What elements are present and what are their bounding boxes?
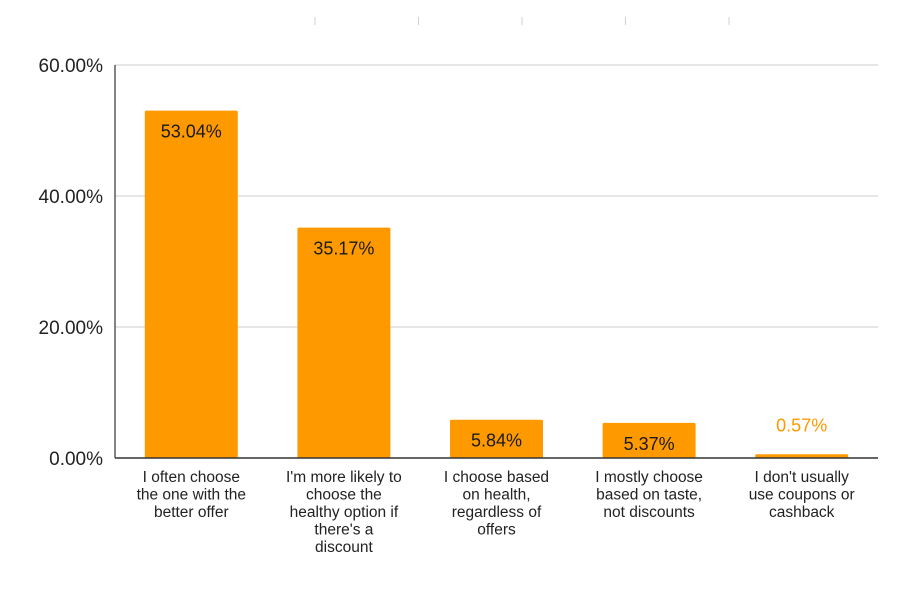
bar [144,110,238,458]
y-gridlines [115,64,878,328]
bar [450,419,543,458]
y-tick-label: 0.00% [49,449,103,470]
x-tick-label-line: discount [315,539,373,556]
x-tick-label-line: I don't usually [755,469,850,486]
x-tick-label: I often choose the one with the better off… [137,469,246,521]
x-tick-label-line: use coupons or [749,487,855,504]
bars [144,110,849,458]
data-label: 5.84% [471,431,522,451]
data-label: 5.37% [624,434,675,454]
x-tick-label-line: there's a [314,522,373,539]
x-tick-label-line: offers [477,522,516,539]
x-axis-category-labels: I often choose the one with the better off… [137,469,855,556]
y-axis-tick-labels: 0.00% 20.00% 40.00% 60.00% [39,56,104,470]
top-tick-marks [314,17,730,25]
x-tick-label-line: better offer [154,504,229,521]
bar [602,422,696,458]
x-tick-label-line: choose the [306,487,382,504]
data-label: 53.04% [161,122,222,142]
bar [755,454,849,458]
data-label: 35.17% [313,239,374,259]
x-tick-label: I choose based on health, regardless of off… [444,469,549,539]
data-labels: 53.04% 35.17% 5.84% 5.37% 0.57% [161,122,827,454]
data-label: 0.57% [776,415,827,435]
y-tick-label: 60.00% [39,56,104,77]
x-tick-label-line: based on taste, [596,487,702,504]
x-tick-label-line: regardless of [452,504,542,521]
x-tick-label-line: on health, [462,487,530,504]
x-tick-label: I don't usually use coupons or cashback [749,469,855,521]
bar [297,227,391,458]
x-tick-label-line: not discounts [603,504,695,521]
x-tick-label-line: I choose based [444,469,549,486]
x-tick-label: I'm more likely to choose the healthy opti… [286,469,402,556]
y-tick-label: 40.00% [39,187,104,208]
x-tick-label: I mostly choose based on taste, not discou… [595,469,703,521]
x-tick-label-line: healthy option if [290,504,399,521]
x-tick-label-line: the one with the [137,487,246,504]
y-tick-label: 20.00% [39,318,104,339]
x-tick-label-line: I mostly choose [595,469,703,486]
x-tick-label-line: I often choose [143,469,240,486]
x-tick-label-line: I'm more likely to [286,469,402,486]
x-tick-label-line: cashback [769,504,835,521]
